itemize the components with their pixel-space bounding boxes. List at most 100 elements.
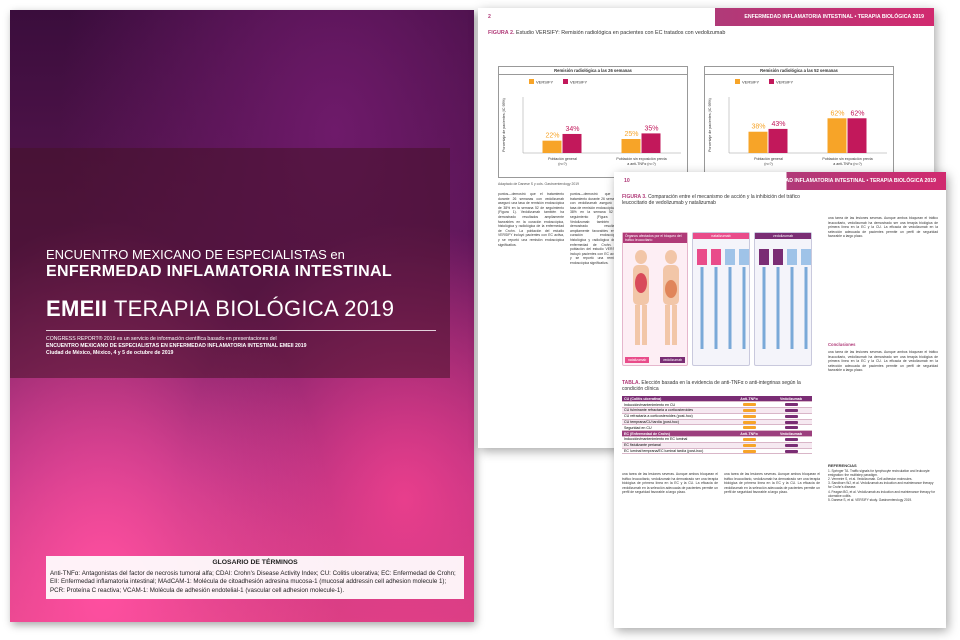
y-axis-label: Porcentaje de pacientes (IC 95%): [708, 98, 712, 152]
chart-title: Remisión radiológica a las 26 semanas: [499, 67, 687, 75]
body-column-middle: una tarea de las lesiones severas. Aunqu…: [724, 472, 820, 495]
table-row: EC fistulizante perianal: [622, 442, 812, 449]
credits-line-1: CONGRESS REPORT® 2019 es un servicio de …: [46, 336, 277, 342]
category-label: a anti-TNFα (n=?): [833, 162, 862, 166]
evidence-level-icon: [742, 409, 756, 413]
y-axis-label: Porcentaje de pacientes (IC 95%): [502, 98, 506, 152]
evidence-level-icon: [784, 438, 798, 442]
evidence-cell: [770, 448, 812, 455]
evidence-cell: [770, 436, 812, 443]
bar-data-label: 22%: [545, 133, 559, 140]
bar-data-label: 38%: [751, 124, 765, 131]
table-row: Seguridad en CU: [622, 424, 812, 432]
table-row: CU refractaria a corticosteroides (post-…: [622, 413, 812, 420]
table-row: CU fulminante refractaria a corticostero…: [622, 407, 812, 414]
table-title: TABLA. Elección basada en la evidencia d…: [622, 380, 812, 392]
table-section-title: EC (Enfermedad de Crohn): [622, 430, 728, 438]
evidence-cell: [770, 424, 812, 432]
chart-52-weeks: VERSIFY VERSIFY Porcentaje de pacientes (I…: [708, 79, 887, 166]
table-column-header: Vedolizumab: [770, 430, 812, 438]
category-label: Población sin exposición previa: [822, 157, 872, 161]
bar-data-label: 62%: [830, 110, 844, 117]
reference-item: 1. Springer TA. Traffic signals for lymp…: [828, 469, 930, 478]
evidence-cell: [728, 436, 770, 443]
evidence-level-icon: [784, 409, 798, 413]
legend-label: VERSIFY: [536, 80, 553, 85]
bar: [768, 128, 788, 153]
page-ten: 10 ENFERMEDAD INFLAMATORIA INTESTINAL • …: [614, 172, 946, 628]
category-label: Población general: [754, 157, 783, 161]
header-title: ENFERMEDAD INFLAMATORIA INTESTINAL • TER…: [756, 178, 936, 184]
figure-label: FIGURA 2.: [488, 30, 515, 36]
legend-label: VERSIFY: [570, 80, 587, 85]
evidence-cell: [728, 419, 770, 426]
evidence-level-icon: [742, 426, 756, 430]
bar-data-label: 35%: [644, 125, 658, 132]
organs-label: Órganos afectados por el bloqueo del trá…: [623, 233, 687, 243]
chart-panel-52w: Remisión radiológica a las 52 semanas VE…: [704, 66, 894, 178]
cover-main-title: EMEII TERAPIA BIOLÓGICA 2019: [46, 296, 394, 322]
evidence-level-icon: [742, 438, 756, 442]
evidence-cell: [728, 424, 770, 432]
legend-swatch: [735, 79, 740, 84]
credits-line-2: ENCUENTRO MEXICANO DE ESPECIALISTAS EN E…: [46, 343, 307, 350]
category-label: a anti-TNFα (n=?): [627, 162, 656, 166]
table-column-header: Anti-TNFα: [728, 430, 770, 438]
bar: [562, 133, 582, 153]
references-title: REFERENCIAS: [828, 463, 857, 468]
natalizumab-panel: natalizumab: [692, 232, 750, 366]
legend-label: VERSIFY: [742, 80, 759, 85]
bar: [827, 118, 847, 153]
reference-item: 2. Vermeire S, et al. Vedolizumab. Cell …: [828, 477, 913, 482]
figure-caption: Comparación entre el mecanismo de acción…: [622, 194, 800, 207]
table-row: CU temprana/CU tardía (post-hoc): [622, 419, 812, 426]
references-list: 1. Springer TA. Traffic signals for lymp…: [828, 469, 938, 502]
bar: [847, 118, 867, 153]
bar: [542, 140, 562, 153]
natalizumab-tag: natalizumab: [625, 357, 650, 363]
cover-meeting-title: ENCUENTRO MEXICANO DE ESPECIALISTAS en E…: [46, 246, 392, 280]
body-column-1: puntos—demostró que el tratamiento duran…: [498, 192, 564, 247]
emeii-bold: EMEII: [46, 296, 108, 321]
table-section-header: CU (Colitis ulcerativa) Anti-TNFα Vedolizu…: [622, 396, 812, 403]
table-row-label: CU temprana/CU tardía (post-hoc): [622, 419, 728, 426]
category-label: (n=?): [558, 162, 567, 166]
table-row: EC luminal temprana/EC luminal tardía (p…: [622, 448, 812, 455]
category-label: Población general: [548, 157, 577, 161]
page-number: 2: [488, 14, 491, 20]
references: REFERENCIAS 1. Springer TA. Traffic sign…: [828, 463, 938, 502]
table-column-header: Vedolizumab: [770, 396, 812, 403]
table-column-header: Anti-TNFα: [728, 396, 770, 403]
credits-line-3: Ciudad de México, México, 4 y 5 de octub…: [46, 350, 174, 357]
table-row: Inducción/mantenimiento en CU: [622, 401, 812, 409]
figure-title: FIGURA 3. Comparación entre el mecanismo…: [614, 190, 820, 209]
body-column-right: una tarea de las lesiones severas. Aunqu…: [828, 216, 938, 239]
bar: [748, 131, 768, 153]
cover-credits: CONGRESS REPORT® 2019 es un servicio de …: [46, 336, 446, 358]
legend-swatch: [529, 79, 534, 84]
category-label: Población sin exposición previa: [616, 157, 666, 161]
meeting-line-2: ENFERMEDAD INFLAMATORIA INTESTINAL: [46, 263, 392, 280]
bar-data-label: 25%: [624, 131, 638, 138]
reference-item: 3. Sandborn WJ, et al. Vedolizumab as in…: [828, 481, 934, 490]
evidence-cell: [770, 419, 812, 426]
table-section-title: CU (Colitis ulcerativa): [622, 396, 728, 403]
bar: [641, 133, 661, 153]
table-row-label: Seguridad en CU: [622, 424, 728, 432]
evidence-level-icon: [742, 414, 756, 418]
integrin-diagram: [697, 249, 749, 349]
table-row-label: EC fistulizante perianal: [622, 442, 728, 449]
evidence-cell: [770, 401, 812, 409]
chart-title: Remisión radiológica a las 52 semanas: [705, 67, 893, 75]
human-body-icon: [633, 250, 679, 345]
evidence-level-icon: [784, 449, 798, 453]
legend-label: VERSIFY: [776, 80, 793, 85]
evidence-cell: [728, 401, 770, 409]
table-row: Inducción/mantenimiento en EC luminal: [622, 436, 812, 443]
conclusions-title: Conclusiones: [828, 342, 856, 347]
vedolizumab-column-label: vedolizumab: [755, 233, 811, 239]
evidence-cell: [728, 442, 770, 449]
reference-item: 5. Danese S, et al. VERSIFY study. Gastr…: [828, 497, 913, 502]
bar-data-label: 34%: [565, 126, 579, 133]
chart-panel-26w: Remisión radiológica a las 26 semanas VE…: [498, 66, 688, 178]
